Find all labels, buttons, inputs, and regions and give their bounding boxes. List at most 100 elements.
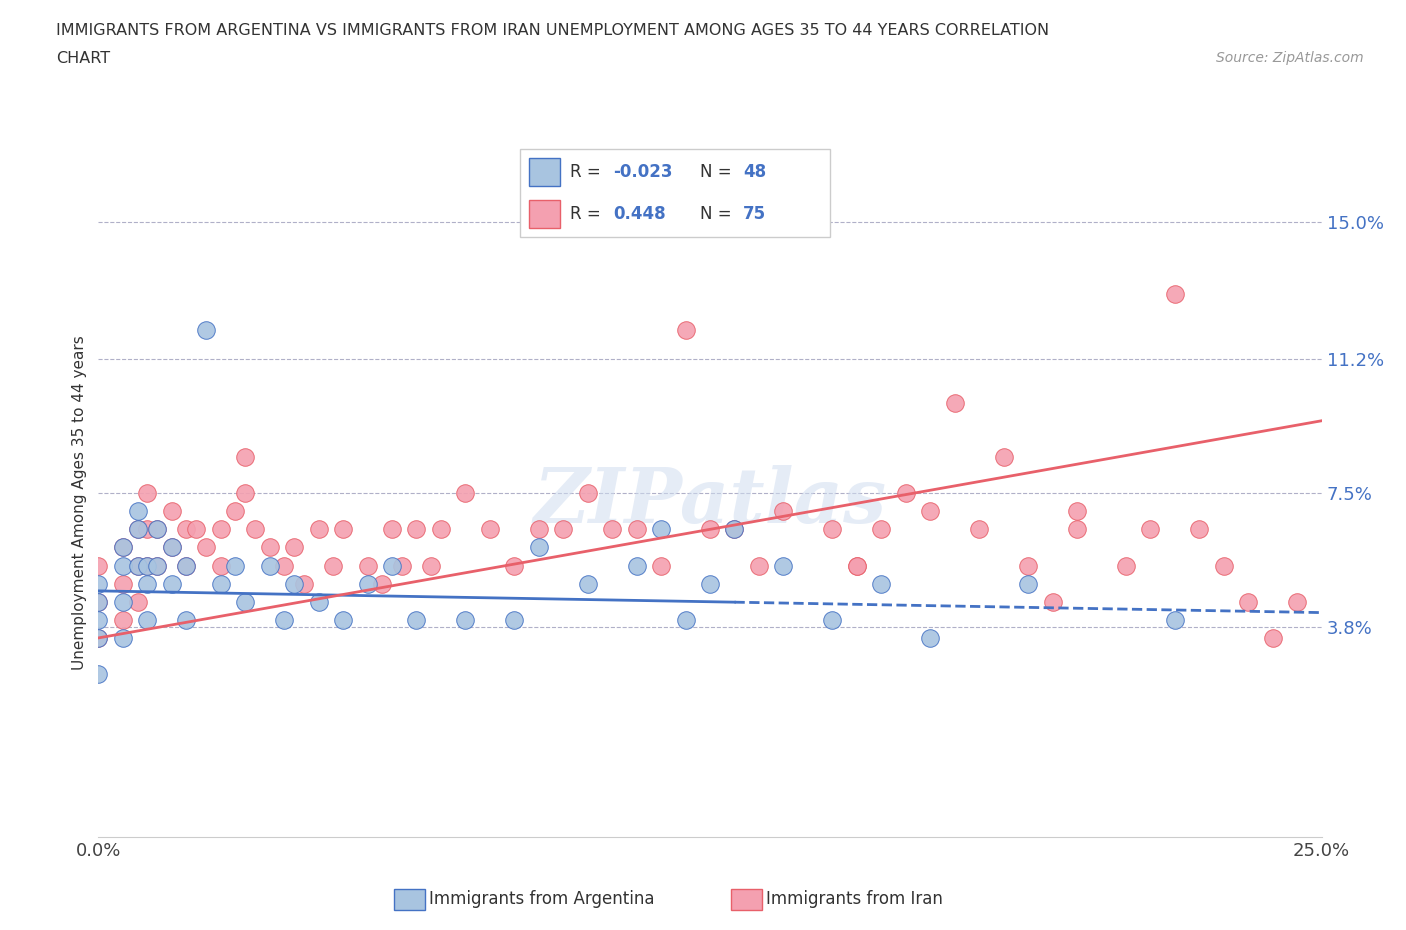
Point: [136, 522, 159, 537]
Point: [136, 558, 159, 573]
Point: [87, 558, 110, 573]
Point: [1261, 631, 1284, 645]
Point: [748, 558, 770, 573]
Point: [420, 558, 443, 573]
Point: [650, 522, 672, 537]
Point: [273, 612, 295, 627]
Point: [87, 594, 110, 609]
Point: [127, 558, 149, 573]
Point: [176, 558, 198, 573]
Point: [111, 558, 134, 573]
Point: [308, 522, 330, 537]
Point: [772, 558, 794, 573]
Point: [160, 577, 183, 591]
Point: [136, 558, 159, 573]
Point: [283, 540, 305, 555]
Point: [160, 540, 183, 555]
Point: [675, 612, 697, 627]
Point: [111, 631, 134, 645]
Point: [503, 612, 526, 627]
Point: [1164, 612, 1187, 627]
Point: [454, 612, 477, 627]
Text: R =: R =: [569, 206, 606, 223]
Point: [478, 522, 501, 537]
Point: [292, 577, 315, 591]
Point: [894, 485, 917, 500]
Text: ZIPatlas: ZIPatlas: [533, 465, 887, 539]
Point: [209, 577, 232, 591]
Point: [259, 540, 281, 555]
Point: [273, 558, 295, 573]
Point: [381, 558, 404, 573]
Point: [87, 631, 110, 645]
Point: [650, 558, 672, 573]
Text: 0.448: 0.448: [613, 206, 665, 223]
Point: [576, 485, 599, 500]
Point: [146, 522, 169, 537]
Text: CHART: CHART: [56, 51, 110, 66]
Point: [176, 558, 198, 573]
Point: [845, 558, 868, 573]
Point: [243, 522, 266, 537]
Point: [146, 558, 169, 573]
Point: [209, 522, 232, 537]
Point: [920, 631, 942, 645]
Point: [146, 522, 169, 537]
Point: [430, 522, 453, 537]
Point: [967, 522, 990, 537]
Point: [723, 522, 745, 537]
Text: R =: R =: [569, 163, 606, 180]
Point: [1212, 558, 1234, 573]
Point: [723, 522, 745, 537]
Point: [356, 577, 378, 591]
Point: [1066, 522, 1088, 537]
FancyBboxPatch shape: [530, 200, 561, 228]
Point: [1115, 558, 1137, 573]
Point: [111, 594, 134, 609]
Point: [233, 449, 256, 464]
Point: [332, 522, 354, 537]
Point: [600, 522, 623, 537]
Point: [553, 522, 575, 537]
Point: [371, 577, 394, 591]
Text: IMMIGRANTS FROM ARGENTINA VS IMMIGRANTS FROM IRAN UNEMPLOYMENT AMONG AGES 35 TO : IMMIGRANTS FROM ARGENTINA VS IMMIGRANTS …: [56, 23, 1049, 38]
Point: [527, 540, 550, 555]
FancyBboxPatch shape: [530, 158, 561, 186]
Point: [527, 522, 550, 537]
Text: 75: 75: [742, 206, 766, 223]
Point: [127, 522, 149, 537]
Point: [136, 485, 159, 500]
Point: [111, 612, 134, 627]
Point: [195, 540, 218, 555]
Text: N =: N =: [700, 163, 737, 180]
Point: [1237, 594, 1260, 609]
Point: [870, 522, 893, 537]
Point: [699, 577, 721, 591]
Point: [405, 522, 427, 537]
Point: [87, 631, 110, 645]
Point: [943, 395, 966, 410]
Point: [127, 522, 149, 537]
Point: [1066, 504, 1088, 519]
Point: [821, 612, 844, 627]
Text: Immigrants from Argentina: Immigrants from Argentina: [429, 890, 654, 909]
Point: [391, 558, 413, 573]
Point: [127, 504, 149, 519]
Point: [283, 577, 305, 591]
Point: [454, 485, 477, 500]
Point: [111, 540, 134, 555]
Point: [332, 612, 354, 627]
Y-axis label: Unemployment Among Ages 35 to 44 years: Unemployment Among Ages 35 to 44 years: [72, 335, 87, 670]
Point: [176, 522, 198, 537]
Point: [87, 594, 110, 609]
Point: [1188, 522, 1211, 537]
Text: Immigrants from Iran: Immigrants from Iran: [766, 890, 943, 909]
Point: [136, 612, 159, 627]
Point: [1017, 558, 1039, 573]
Point: [224, 558, 246, 573]
Point: [160, 540, 183, 555]
Point: [127, 558, 149, 573]
Point: [146, 558, 169, 573]
Point: [772, 504, 794, 519]
Point: [111, 577, 134, 591]
